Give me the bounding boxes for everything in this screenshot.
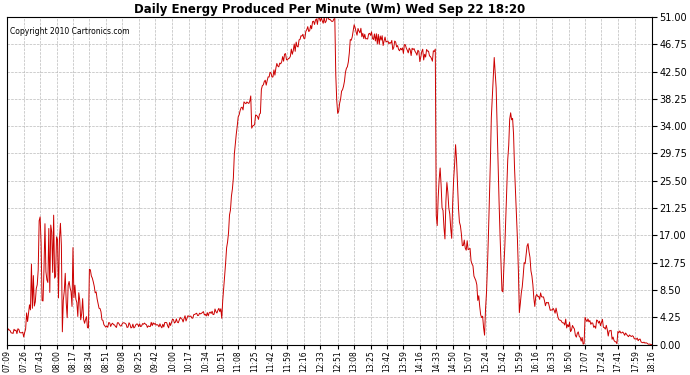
Title: Daily Energy Produced Per Minute (Wm) Wed Sep 22 18:20: Daily Energy Produced Per Minute (Wm) We…	[134, 3, 525, 16]
Text: Copyright 2010 Cartronics.com: Copyright 2010 Cartronics.com	[10, 27, 130, 36]
